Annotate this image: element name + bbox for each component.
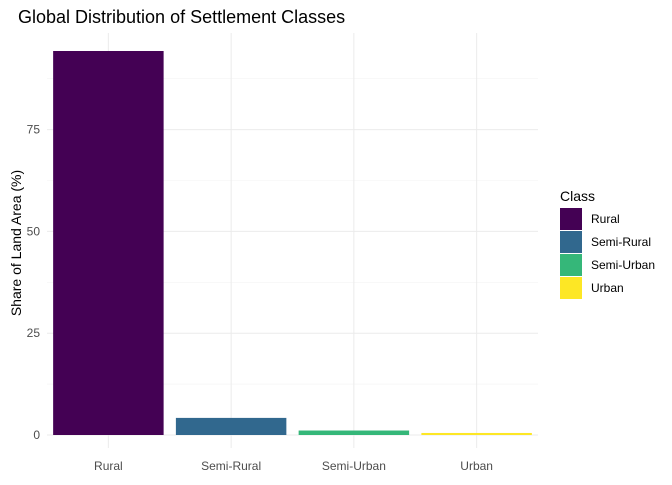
legend-label: Semi-Rural	[591, 235, 651, 249]
legend-key	[560, 231, 582, 253]
y-tick-labels: 0 25 50 75	[27, 123, 41, 442]
chart-title: Global Distribution of Settlement Classe…	[18, 7, 345, 27]
legend: Class Rural Semi-Rural Semi-Urban Urban	[560, 188, 655, 299]
legend-key	[560, 254, 582, 276]
y-tick-label: 50	[27, 224, 41, 238]
y-tick-label: 0	[33, 428, 40, 442]
bar-semi-urban	[298, 430, 410, 435]
x-tick-label: Semi-Urban	[322, 459, 386, 473]
x-tick-label: Urban	[460, 459, 493, 473]
y-tick-label: 25	[27, 326, 41, 340]
x-tick-label: Semi-Rural	[201, 459, 261, 473]
legend-key	[560, 208, 582, 230]
legend-key	[560, 277, 582, 299]
legend-label: Semi-Urban	[591, 258, 655, 272]
y-axis-title: Share of Land Area (%)	[8, 170, 24, 316]
bars	[53, 51, 532, 435]
x-tick-labels: Rural Semi-Rural Semi-Urban Urban	[94, 459, 493, 473]
legend-title: Class	[560, 188, 595, 204]
bar-urban	[421, 432, 532, 435]
bar-semi-rural	[175, 417, 287, 435]
bar-rural	[53, 51, 164, 435]
x-tick-label: Rural	[94, 459, 123, 473]
y-tick-label: 75	[27, 123, 41, 137]
legend-label: Rural	[591, 212, 620, 226]
legend-label: Urban	[591, 281, 624, 295]
